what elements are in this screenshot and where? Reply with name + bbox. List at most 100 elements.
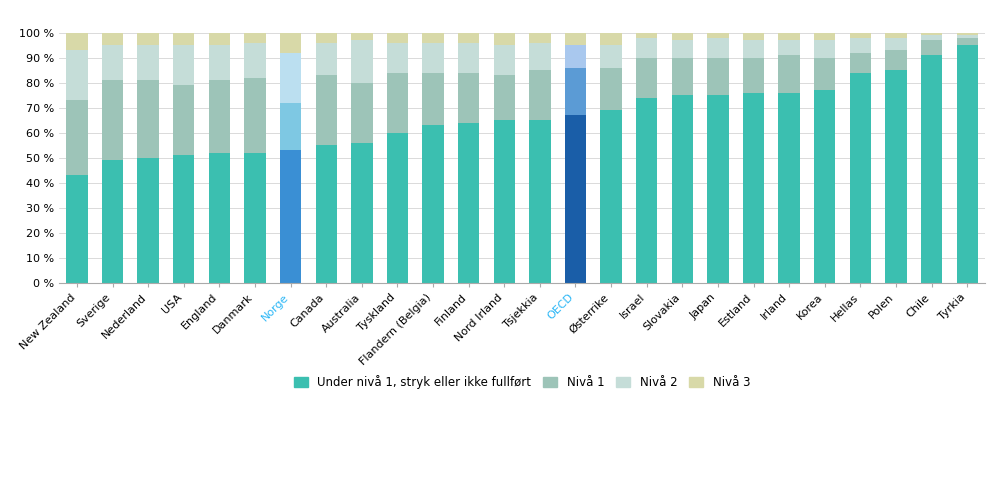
Bar: [244, 33, 266, 43]
Bar: [672, 57, 693, 95]
Bar: [494, 33, 515, 45]
Bar: [102, 45, 123, 80]
Bar: [173, 155, 194, 283]
Bar: [529, 33, 551, 43]
Bar: [885, 50, 907, 70]
Bar: [885, 38, 907, 50]
Bar: [636, 38, 657, 57]
Bar: [921, 33, 942, 35]
Bar: [850, 53, 871, 73]
Bar: [743, 93, 764, 283]
Bar: [743, 57, 764, 93]
Bar: [957, 45, 978, 283]
Bar: [600, 110, 622, 283]
Bar: [850, 38, 871, 53]
Bar: [565, 33, 586, 45]
Bar: [529, 120, 551, 283]
Bar: [707, 95, 729, 283]
Bar: [137, 45, 159, 80]
Bar: [494, 45, 515, 75]
Bar: [209, 45, 230, 80]
Bar: [422, 73, 444, 125]
Bar: [743, 33, 764, 40]
Bar: [209, 80, 230, 153]
Bar: [387, 133, 408, 283]
Bar: [280, 33, 301, 53]
Bar: [66, 100, 88, 175]
Bar: [921, 40, 942, 55]
Bar: [422, 33, 444, 43]
Bar: [66, 50, 88, 100]
Bar: [66, 33, 88, 50]
Bar: [850, 33, 871, 38]
Bar: [672, 33, 693, 40]
Bar: [494, 75, 515, 120]
Bar: [850, 73, 871, 283]
Bar: [173, 33, 194, 45]
Bar: [209, 33, 230, 45]
Bar: [600, 33, 622, 45]
Bar: [885, 70, 907, 283]
Bar: [494, 120, 515, 283]
Bar: [422, 43, 444, 73]
Bar: [600, 45, 622, 67]
Bar: [102, 160, 123, 283]
Bar: [636, 57, 657, 98]
Bar: [316, 33, 337, 43]
Bar: [137, 158, 159, 283]
Bar: [743, 40, 764, 57]
Bar: [102, 33, 123, 45]
Bar: [244, 153, 266, 283]
Bar: [316, 145, 337, 283]
Bar: [707, 38, 729, 57]
Bar: [351, 33, 373, 40]
Bar: [778, 93, 800, 283]
Bar: [957, 38, 978, 45]
Bar: [600, 67, 622, 110]
Bar: [814, 90, 835, 283]
Bar: [458, 43, 479, 73]
Bar: [316, 75, 337, 145]
Bar: [244, 77, 266, 153]
Bar: [458, 73, 479, 123]
Bar: [565, 45, 586, 67]
Bar: [244, 43, 266, 77]
Bar: [672, 40, 693, 57]
Bar: [636, 33, 657, 38]
Bar: [280, 150, 301, 283]
Bar: [422, 125, 444, 283]
Bar: [814, 57, 835, 90]
Bar: [778, 55, 800, 93]
Bar: [565, 115, 586, 283]
Bar: [173, 85, 194, 155]
Bar: [316, 43, 337, 75]
Bar: [672, 95, 693, 283]
Bar: [137, 80, 159, 158]
Bar: [707, 33, 729, 38]
Bar: [921, 55, 942, 283]
Bar: [102, 80, 123, 160]
Bar: [778, 33, 800, 40]
Bar: [173, 45, 194, 85]
Bar: [387, 33, 408, 43]
Bar: [351, 143, 373, 283]
Bar: [458, 123, 479, 283]
Bar: [957, 33, 978, 35]
Bar: [814, 40, 835, 57]
Legend: Under nivå 1, stryk eller ikke fullført, Nivå 1, Nivå 2, Nivå 3: Under nivå 1, stryk eller ikke fullført,…: [288, 369, 756, 395]
Bar: [529, 43, 551, 70]
Bar: [957, 35, 978, 38]
Bar: [209, 153, 230, 283]
Bar: [921, 35, 942, 40]
Bar: [636, 98, 657, 283]
Bar: [137, 33, 159, 45]
Bar: [529, 70, 551, 120]
Bar: [814, 33, 835, 40]
Bar: [778, 40, 800, 55]
Bar: [885, 33, 907, 38]
Bar: [458, 33, 479, 43]
Bar: [351, 40, 373, 83]
Bar: [565, 67, 586, 115]
Bar: [707, 57, 729, 95]
Bar: [387, 43, 408, 73]
